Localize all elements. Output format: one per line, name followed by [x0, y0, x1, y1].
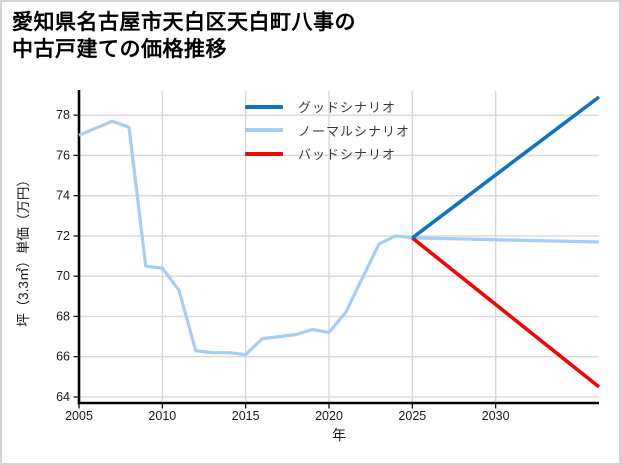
legend-label-good: グッドシナリオ [298, 100, 397, 116]
x-tick-label: 2020 [315, 409, 343, 423]
x-axis-label: 年 [332, 427, 346, 443]
legend-item-bad: バッドシナリオ [245, 142, 410, 166]
x-tick-label: 2025 [398, 409, 426, 423]
chart-title-line2: 中古戸建ての価格推移 [12, 38, 227, 61]
chart-legend: グッドシナリオ ノーマルシナリオ バッドシナリオ [245, 95, 410, 166]
legend-item-normal: ノーマルシナリオ [245, 119, 410, 143]
y-axis-label: 坪（3.3㎡）単価（万円） [16, 173, 31, 327]
y-tick-label: 66 [56, 350, 70, 364]
legend-line-good [245, 104, 283, 109]
y-tick-label: 76 [56, 148, 70, 162]
legend-item-good: グッドシナリオ [245, 95, 410, 119]
y-tick-label: 74 [56, 189, 70, 203]
legend-label-bad: バッドシナリオ [298, 147, 397, 163]
chart-title: 愛知県名古屋市天白区天白町八事の 中古戸建ての価格推移 [12, 9, 356, 63]
legend-line-bad [245, 151, 283, 156]
legend-label-normal: ノーマルシナリオ [298, 123, 411, 139]
series-line-good [411, 95, 601, 240]
x-tick-label: 2005 [65, 409, 93, 423]
y-tick-label: 78 [56, 108, 70, 122]
y-tick-label: 68 [56, 309, 70, 323]
x-tick-label: 2010 [148, 409, 176, 423]
series-line-normal [78, 119, 600, 357]
y-tick-label: 70 [56, 269, 70, 283]
legend-line-normal [245, 128, 283, 133]
x-tick-label: 2030 [482, 409, 510, 423]
chart-title-line1: 愛知県名古屋市天白区天白町八事の [12, 11, 356, 34]
y-tick-label: 64 [56, 390, 70, 404]
x-tick-label: 2015 [232, 409, 260, 423]
series-line-bad [411, 236, 601, 389]
y-tick-label: 72 [56, 229, 70, 243]
